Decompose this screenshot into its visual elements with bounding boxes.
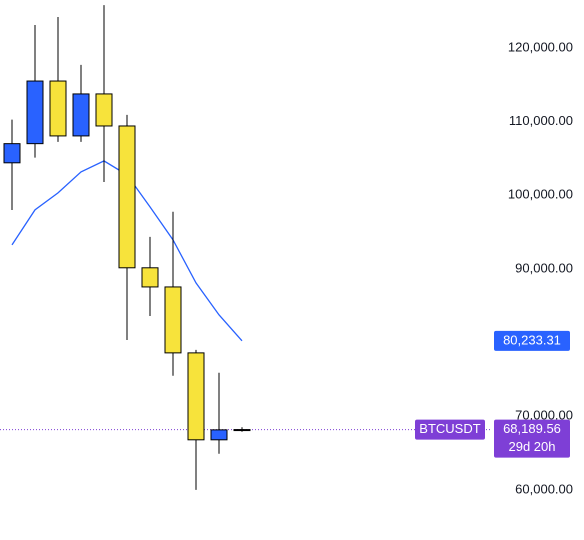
candle-body (72, 93, 90, 137)
y-tick-label: 60,000.00 (515, 481, 573, 496)
symbol-box (415, 419, 485, 440)
candle-body (233, 429, 251, 432)
candle-body (3, 143, 21, 164)
candle-body (26, 80, 44, 145)
candle-body (210, 429, 228, 441)
symbol-label: BTCUSDT (419, 421, 480, 436)
price-label: 68,189.56 (503, 421, 561, 436)
price-box (494, 419, 570, 458)
y-tick-label: 110,000.00 (509, 113, 573, 128)
ma-label-box (494, 330, 570, 351)
y-tick-label: 90,000.00 (515, 260, 573, 275)
candle-body (49, 80, 67, 137)
y-tick-label: 120,000.00 (508, 39, 573, 54)
candle-body (187, 352, 205, 441)
countdown-label: 29d 20h (509, 439, 556, 454)
ma-label: 80,233.31 (503, 332, 561, 347)
candle-body (141, 267, 159, 288)
y-tick-label: 100,000.00 (508, 187, 573, 202)
candle-body (118, 125, 136, 269)
candle-body (164, 286, 182, 354)
candle-body (95, 93, 113, 127)
y-tick-label: 70,000.00 (515, 408, 573, 423)
